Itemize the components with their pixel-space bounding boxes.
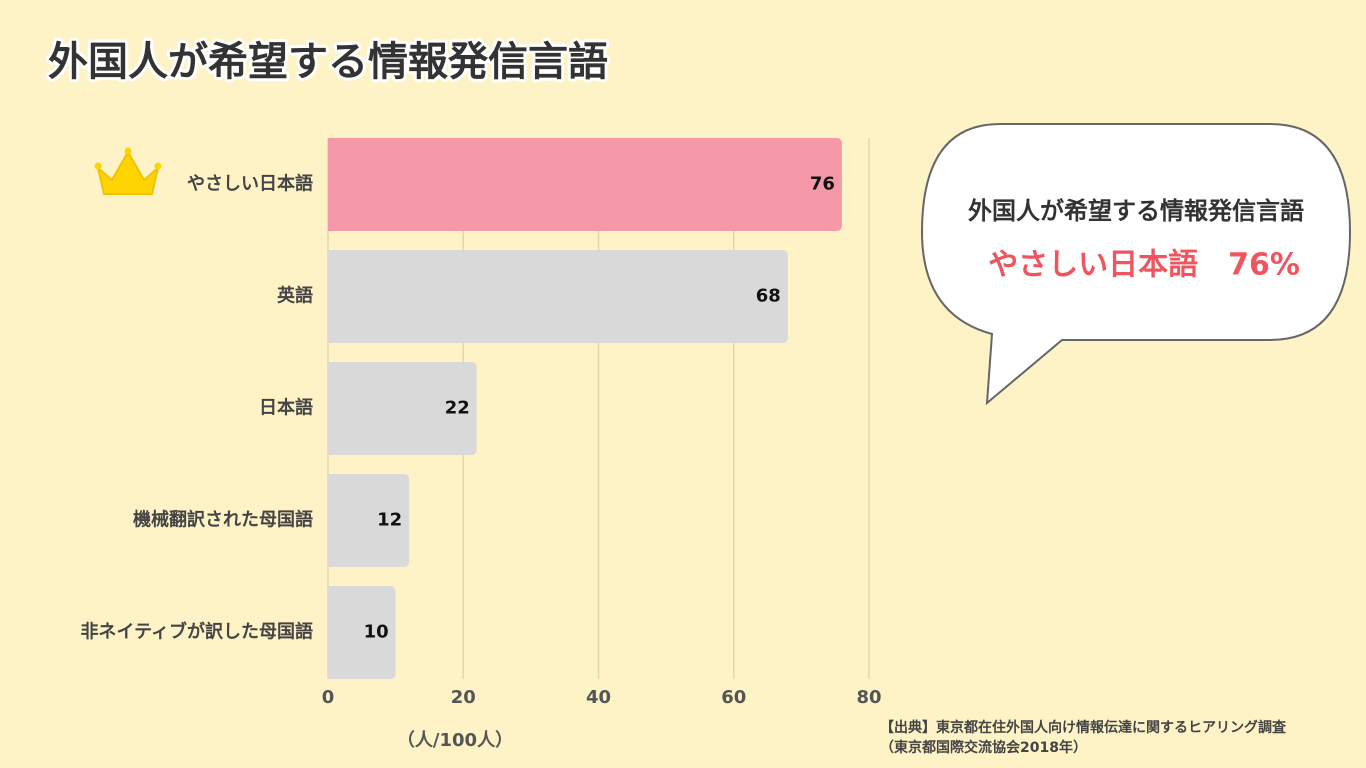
crown-dot bbox=[124, 147, 132, 155]
x-axis-label: （人/100人） bbox=[397, 730, 513, 751]
crown-icon bbox=[96, 149, 160, 195]
bar bbox=[328, 362, 477, 455]
value-label: 10 bbox=[364, 622, 389, 643]
x-tick-label: 60 bbox=[721, 687, 746, 708]
category-label: やさしい日本語 bbox=[187, 173, 313, 195]
value-label: 12 bbox=[377, 510, 402, 531]
category-label: 日本語 bbox=[259, 397, 313, 419]
bar bbox=[328, 250, 788, 343]
value-label: 76 bbox=[810, 174, 835, 195]
callout-highlight: やさしい日本語 76% bbox=[988, 248, 1300, 283]
crown-dot bbox=[94, 162, 102, 170]
category-label: 英語 bbox=[276, 285, 313, 307]
bar bbox=[328, 138, 842, 231]
crown-dot bbox=[154, 162, 162, 170]
x-tick-label: 40 bbox=[586, 687, 611, 708]
x-tick-label: 0 bbox=[322, 687, 335, 708]
value-label: 22 bbox=[445, 398, 470, 419]
callout-title: 外国人が希望する情報発信言語 bbox=[968, 197, 1304, 225]
x-tick-label: 80 bbox=[856, 687, 881, 708]
bar bbox=[328, 586, 396, 679]
category-label: 機械翻訳された母国語 bbox=[133, 509, 313, 531]
source-line: （東京都国際交流協会2018年） bbox=[880, 739, 1087, 756]
speech-bubble bbox=[920, 123, 1352, 406]
x-tick-label: 20 bbox=[451, 687, 476, 708]
category-label: 非ネイティブが訳した母国語 bbox=[80, 621, 313, 643]
value-label: 68 bbox=[756, 286, 781, 307]
bar bbox=[328, 474, 410, 567]
chart-title: 外国人が希望する情報発信言語 bbox=[48, 39, 608, 85]
source-line: 【出典】東京都在住外国人向け情報伝達に関するヒアリング調査 bbox=[880, 719, 1287, 736]
